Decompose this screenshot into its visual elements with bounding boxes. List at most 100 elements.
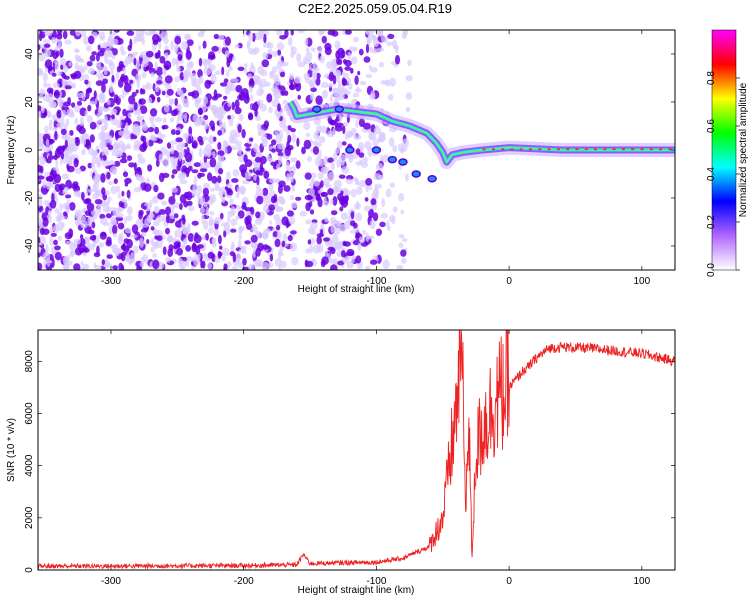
spectrogram-speckle — [98, 31, 106, 39]
spectrogram-speckle — [259, 155, 267, 165]
spectrogram-x-axis-label: Height of straight line (km) — [298, 284, 415, 295]
spectrogram-speckle — [319, 55, 326, 64]
spectrogram-speckle — [236, 204, 241, 211]
spectrogram-speckle — [89, 100, 98, 105]
ridge-blob — [334, 105, 344, 113]
spectrogram-speckle — [88, 229, 95, 235]
spectrogram-speckle — [138, 186, 142, 192]
spectrogram-speckle — [39, 88, 46, 96]
spectrogram-speckle — [143, 121, 147, 129]
spectrogram-speckle — [184, 35, 190, 41]
spectrogram-speckle — [59, 58, 67, 66]
spectrogram-speckle — [203, 59, 208, 68]
spectrogram-speckle — [124, 198, 128, 209]
spectrogram-speckle — [53, 89, 61, 99]
spectrogram-speckle — [145, 82, 152, 90]
spectrogram-speckle — [317, 45, 323, 54]
spectrogram-speckle — [171, 174, 175, 179]
spectrogram-speckle — [333, 258, 338, 264]
spectrogram-speckle — [234, 44, 240, 49]
spectrogram-speckle — [380, 212, 388, 219]
spectrogram-speckle — [176, 142, 184, 151]
spectrogram-speckle — [54, 130, 58, 141]
spectrogram-speckle — [318, 30, 325, 35]
ridge-blob — [398, 158, 408, 166]
spectrogram-speckle — [202, 220, 209, 231]
spectrogram-speckle — [178, 173, 186, 181]
spectrogram-speckle — [162, 117, 167, 124]
spectrogram-speckle — [219, 245, 223, 250]
spectrogram-speckle — [88, 67, 95, 75]
spectrogram-speckle — [270, 161, 277, 166]
spectrogram-speckle — [99, 140, 107, 151]
spectrogram-speckle — [104, 58, 109, 64]
spectrogram-speckle — [107, 181, 114, 185]
spectrogram-speckle — [207, 251, 214, 259]
spectrogram-speckle — [228, 65, 233, 71]
spectrogram-speckle — [200, 260, 204, 269]
spectrogram-speckle — [214, 70, 221, 76]
spectrogram-speckle — [201, 103, 207, 112]
spectrogram-speckle — [252, 248, 256, 258]
spectrogram-speckle — [248, 79, 255, 89]
spectrogram-speckle — [227, 215, 231, 223]
spectrogram-speckle — [226, 59, 231, 68]
spectrogram-speckle — [42, 72, 48, 82]
spectrogram-speckle — [405, 75, 413, 82]
colorbar-gradient — [712, 30, 736, 270]
spectrogram-speckle — [277, 49, 282, 56]
spectrogram-speckle — [286, 166, 292, 172]
spectrogram-speckle — [295, 196, 302, 201]
spectrogram-speckle — [322, 200, 330, 206]
spectrogram-speckle — [246, 215, 252, 225]
spectrogram-speckle — [162, 213, 166, 223]
spectrogram-speckle — [191, 90, 200, 99]
spectrogram-speckle — [305, 219, 312, 225]
spectrogram-speckle — [87, 188, 94, 193]
spectrogram-speckle — [105, 213, 112, 219]
spectrogram-speckle — [65, 118, 70, 126]
spectrogram-speckle — [152, 195, 159, 204]
spectrogram-speckle — [268, 183, 274, 191]
spectrogram-speckle — [57, 30, 63, 36]
spectrogram-speckle — [341, 77, 346, 86]
spectrogram-speckle — [332, 196, 338, 206]
spectrogram-speckle — [248, 86, 253, 94]
spectrogram-speckle — [275, 224, 281, 231]
spectrogram-speckle — [71, 82, 76, 89]
spectrogram-speckle — [208, 227, 214, 234]
spectrogram-speckle — [168, 244, 174, 252]
spectrogram-speckle — [171, 187, 178, 193]
spectrogram-speckle — [177, 54, 183, 61]
spectrogram-speckle — [324, 155, 328, 161]
spectrogram-speckle — [379, 221, 386, 228]
spectrogram-speckle — [345, 190, 352, 196]
spectrogram-speckle — [379, 154, 383, 162]
spectrogram-speckle — [303, 120, 311, 131]
spectrogram-speckle — [146, 239, 150, 244]
spectrogram-speckle — [171, 169, 178, 175]
spectrogram-speckle — [405, 173, 409, 182]
spectrogram-speckle — [276, 163, 281, 170]
spectrogram-speckle — [310, 222, 318, 231]
spectrogram-speckle — [197, 244, 204, 249]
spectrogram-speckle — [218, 251, 223, 257]
spectrogram-speckle — [407, 59, 412, 67]
spectrogram-speckle — [40, 31, 46, 39]
spectrogram-speckle — [219, 82, 228, 87]
spectrogram-speckle — [212, 237, 217, 248]
spectrogram-speckle — [296, 137, 300, 147]
spectrogram-speckle — [276, 30, 283, 36]
spectrogram-speckle — [103, 121, 109, 131]
y-tick-label: 20 — [24, 96, 35, 108]
spectrogram-speckle — [274, 88, 281, 95]
spectrogram-speckle — [253, 143, 259, 153]
spectrogram-speckle — [150, 226, 155, 231]
spectrogram-speckle — [255, 247, 261, 257]
spectrogram-speckle — [107, 99, 111, 106]
spectrogram-speckle — [358, 152, 365, 158]
spectrogram-speckle — [274, 130, 280, 137]
spectrogram-speckle — [173, 213, 179, 219]
spectrogram-speckle — [115, 119, 122, 129]
